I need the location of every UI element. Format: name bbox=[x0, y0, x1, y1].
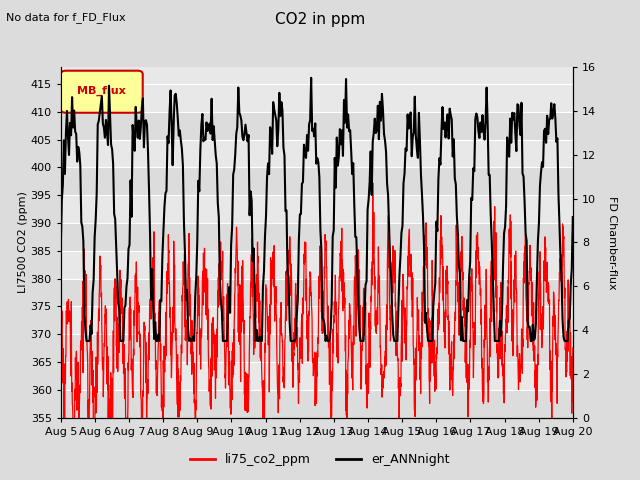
Bar bbox=[61, 251, 573, 278]
Bar bbox=[61, 278, 573, 306]
Bar bbox=[61, 306, 573, 334]
Bar bbox=[61, 112, 573, 140]
Y-axis label: LI7500 CO2 (ppm): LI7500 CO2 (ppm) bbox=[18, 192, 28, 293]
Bar bbox=[61, 362, 573, 390]
Bar bbox=[61, 140, 573, 168]
Bar bbox=[61, 334, 573, 362]
Y-axis label: FD Chamber-flux: FD Chamber-flux bbox=[607, 195, 617, 289]
Bar bbox=[61, 390, 573, 418]
Bar bbox=[61, 168, 573, 195]
Text: CO2 in ppm: CO2 in ppm bbox=[275, 12, 365, 27]
Text: No data for f_FD_Flux: No data for f_FD_Flux bbox=[6, 12, 126, 23]
Bar bbox=[61, 195, 573, 223]
Bar bbox=[61, 84, 573, 112]
Bar bbox=[61, 223, 573, 251]
Legend: li75_co2_ppm, er_ANNnight: li75_co2_ppm, er_ANNnight bbox=[186, 448, 454, 471]
FancyBboxPatch shape bbox=[61, 71, 143, 113]
Text: MB_flux: MB_flux bbox=[77, 86, 126, 96]
